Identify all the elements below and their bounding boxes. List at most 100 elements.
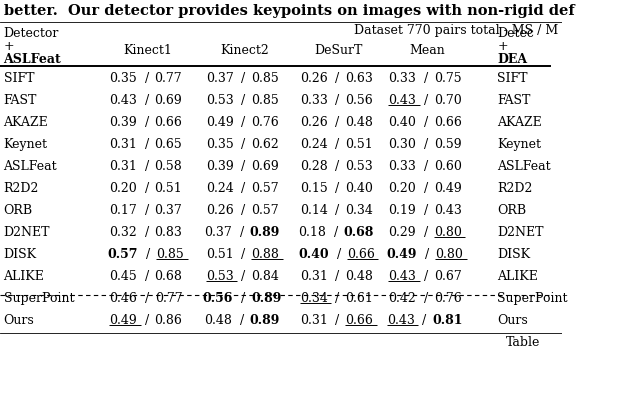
Text: 0.34: 0.34 bbox=[345, 203, 373, 217]
Text: 0.84: 0.84 bbox=[251, 269, 279, 282]
Text: SIFT: SIFT bbox=[497, 72, 527, 85]
Text: /: / bbox=[332, 160, 344, 172]
Text: /: / bbox=[142, 247, 154, 260]
Text: 0.20: 0.20 bbox=[388, 182, 416, 194]
Text: Table: Table bbox=[506, 335, 540, 348]
Text: /: / bbox=[420, 182, 432, 194]
Text: /: / bbox=[237, 269, 250, 282]
Text: Kinect1: Kinect1 bbox=[123, 44, 172, 57]
Text: Detector: Detector bbox=[3, 27, 59, 40]
Text: /: / bbox=[237, 138, 250, 151]
Text: D2NET: D2NET bbox=[497, 225, 543, 239]
Text: /: / bbox=[141, 269, 153, 282]
Text: DISK: DISK bbox=[497, 247, 531, 260]
Text: 0.53: 0.53 bbox=[345, 160, 373, 172]
Text: /: / bbox=[141, 72, 153, 85]
Text: /: / bbox=[420, 116, 432, 129]
Text: 0.66: 0.66 bbox=[345, 313, 373, 326]
Text: /: / bbox=[420, 269, 432, 282]
Text: Keynet: Keynet bbox=[3, 138, 47, 151]
Text: 0.88: 0.88 bbox=[251, 247, 279, 260]
Text: /: / bbox=[236, 225, 248, 239]
Text: 0.26: 0.26 bbox=[206, 203, 234, 217]
Text: 0.75: 0.75 bbox=[434, 72, 461, 85]
Text: /: / bbox=[237, 291, 250, 304]
Text: /: / bbox=[332, 269, 344, 282]
Text: 0.76: 0.76 bbox=[251, 116, 279, 129]
Text: /: / bbox=[141, 225, 153, 239]
Text: /: / bbox=[420, 72, 433, 85]
Text: ASLFeat: ASLFeat bbox=[3, 53, 61, 66]
Text: 0.32: 0.32 bbox=[109, 225, 137, 239]
Text: ORB: ORB bbox=[3, 203, 33, 217]
Text: /: / bbox=[236, 313, 248, 326]
Text: 0.59: 0.59 bbox=[434, 138, 461, 151]
Text: 0.40: 0.40 bbox=[345, 182, 373, 194]
Text: 0.37: 0.37 bbox=[154, 203, 182, 217]
Text: /: / bbox=[332, 313, 344, 326]
Text: AKAZE: AKAZE bbox=[497, 116, 542, 129]
Text: 0.85: 0.85 bbox=[251, 72, 279, 85]
Text: /: / bbox=[332, 138, 344, 151]
Text: 0.33: 0.33 bbox=[388, 72, 417, 85]
Text: 0.31: 0.31 bbox=[109, 138, 137, 151]
Text: 0.46: 0.46 bbox=[109, 291, 137, 304]
Text: /: / bbox=[141, 203, 153, 217]
Text: 0.30: 0.30 bbox=[388, 138, 417, 151]
Text: 0.34: 0.34 bbox=[300, 291, 328, 304]
Text: 0.51: 0.51 bbox=[154, 182, 182, 194]
Text: ALIKE: ALIKE bbox=[497, 269, 538, 282]
Text: 0.57: 0.57 bbox=[108, 247, 138, 260]
Text: 0.43: 0.43 bbox=[388, 269, 416, 282]
Text: 0.39: 0.39 bbox=[206, 160, 234, 172]
Text: R2D2: R2D2 bbox=[3, 182, 39, 194]
Text: 0.68: 0.68 bbox=[344, 225, 374, 239]
Text: /: / bbox=[332, 94, 344, 107]
Text: 0.80: 0.80 bbox=[435, 247, 463, 260]
Text: /: / bbox=[330, 225, 342, 239]
Text: /: / bbox=[333, 247, 345, 260]
Text: 0.43: 0.43 bbox=[109, 94, 137, 107]
Text: 0.53: 0.53 bbox=[205, 269, 234, 282]
Text: 0.43: 0.43 bbox=[388, 94, 416, 107]
Text: /: / bbox=[141, 291, 153, 304]
Text: 0.57: 0.57 bbox=[251, 182, 279, 194]
Text: /: / bbox=[237, 247, 250, 260]
Text: 0.48: 0.48 bbox=[204, 313, 232, 326]
Text: Ours: Ours bbox=[497, 313, 528, 326]
Text: FAST: FAST bbox=[3, 94, 37, 107]
Text: 0.37: 0.37 bbox=[206, 72, 234, 85]
Text: 0.83: 0.83 bbox=[154, 225, 182, 239]
Text: 0.49: 0.49 bbox=[387, 247, 417, 260]
Text: Kinect2: Kinect2 bbox=[220, 44, 269, 57]
Text: 0.24: 0.24 bbox=[206, 182, 234, 194]
Text: 0.66: 0.66 bbox=[347, 247, 374, 260]
Text: /: / bbox=[420, 225, 432, 239]
Text: /: / bbox=[141, 160, 153, 172]
Text: 0.61: 0.61 bbox=[345, 291, 373, 304]
Text: 0.31: 0.31 bbox=[300, 313, 328, 326]
Text: 0.26: 0.26 bbox=[300, 72, 328, 85]
Text: 0.48: 0.48 bbox=[345, 269, 373, 282]
Text: AKAZE: AKAZE bbox=[3, 116, 48, 129]
Text: 0.42: 0.42 bbox=[388, 291, 416, 304]
Text: /: / bbox=[331, 182, 344, 194]
Text: better.  Our detector provides keypoints on images with non-rigid def: better. Our detector provides keypoints … bbox=[3, 4, 574, 18]
Text: 0.28: 0.28 bbox=[300, 160, 328, 172]
Text: 0.51: 0.51 bbox=[205, 247, 234, 260]
Text: 0.49: 0.49 bbox=[109, 313, 137, 326]
Text: 0.69: 0.69 bbox=[155, 94, 182, 107]
Text: 0.43: 0.43 bbox=[434, 203, 461, 217]
Text: 0.56: 0.56 bbox=[345, 94, 373, 107]
Text: 0.53: 0.53 bbox=[206, 94, 234, 107]
Text: 0.39: 0.39 bbox=[109, 116, 137, 129]
Text: ASLFeat: ASLFeat bbox=[3, 160, 57, 172]
Text: /: / bbox=[141, 313, 153, 326]
Text: Mean: Mean bbox=[409, 44, 445, 57]
Text: Ours: Ours bbox=[3, 313, 35, 326]
Text: 0.63: 0.63 bbox=[345, 72, 373, 85]
Text: 0.56: 0.56 bbox=[203, 291, 233, 304]
Text: 0.26: 0.26 bbox=[300, 116, 328, 129]
Text: +: + bbox=[497, 40, 508, 53]
Text: 0.68: 0.68 bbox=[154, 269, 182, 282]
